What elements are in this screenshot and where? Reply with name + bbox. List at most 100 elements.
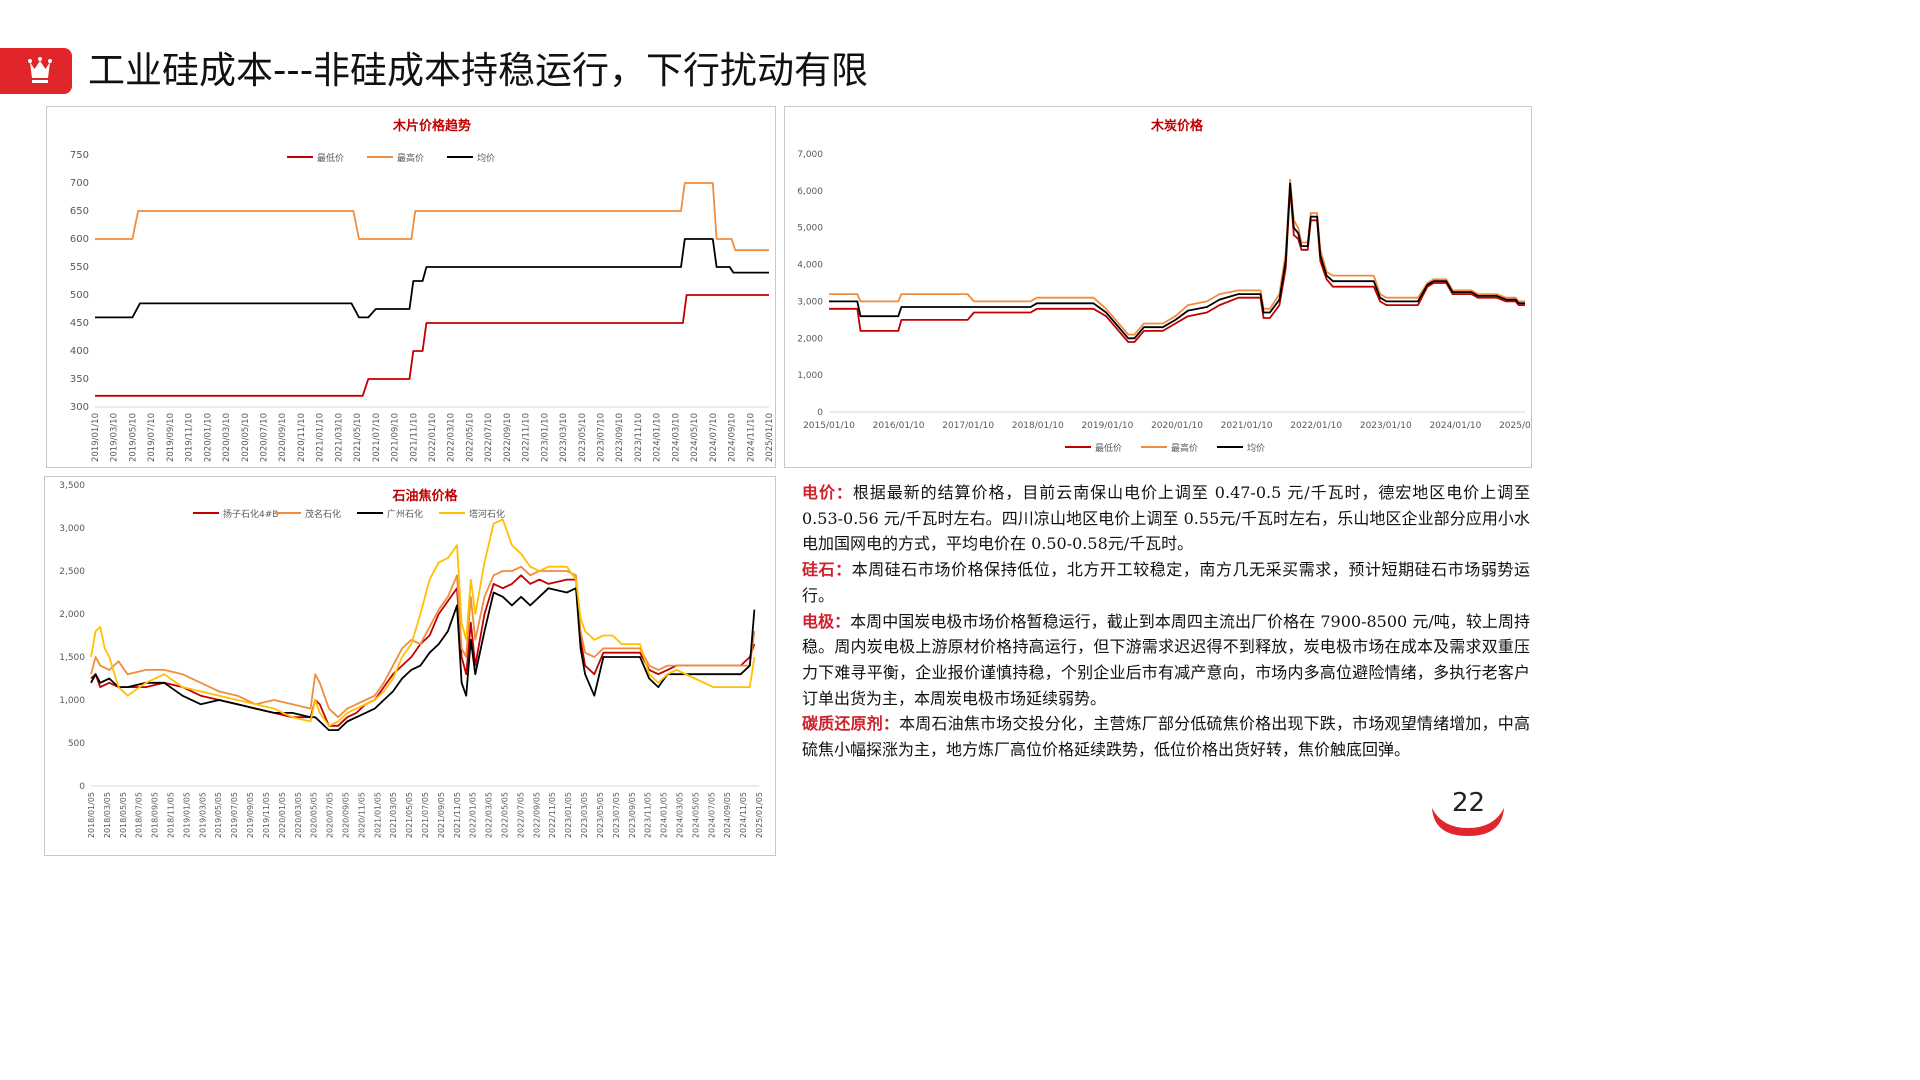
x-tick-label: 2018/07/05 [135,792,144,838]
body-electricity: 根据最新的结算价格，目前云南保山电价上调至 0.47-0.5 元/千瓦时，德宏地… [802,483,1530,554]
series-line [95,182,769,252]
y-tick-label: 600 [70,234,89,245]
x-tick-label: 2022/01/10 [428,413,438,462]
y-tick-label: 400 [70,346,89,357]
legend-label: 最高价 [1171,442,1198,454]
y-tick-label: 0 [79,782,85,792]
y-tick-label: 650 [70,206,89,217]
x-tick-label: 2021/11/10 [409,413,419,462]
x-tick-label: 2021/03/05 [389,792,398,838]
x-tick-label: 2022/11/05 [548,792,557,838]
chart-title: 木片价格趋势 [392,118,471,134]
y-tick-label: 0 [817,408,823,418]
legend-label: 扬子石化4#B [223,508,278,520]
x-tick-label: 2019/01/10 [91,413,101,462]
x-tick-label: 2022/01/10 [1290,421,1342,431]
x-tick-label: 2023/01/10 [1360,421,1412,431]
x-tick-label: 2019/03/10 [110,413,120,462]
series-line [90,587,756,732]
x-tick-label: 2019/11/10 [185,413,195,462]
x-tick-label: 2022/11/10 [522,413,532,462]
series-line [90,518,756,727]
x-tick-label: 2020/07/05 [326,792,335,838]
y-tick-label: 500 [68,739,85,749]
label-electricity: 电价： [802,483,853,502]
x-tick-label: 2015/01/10 [803,421,855,431]
header-badge [0,48,72,94]
x-tick-label: 2024/03/05 [675,792,684,838]
legend-label: 广州石化 [387,508,423,520]
x-tick-label: 2018/09/05 [151,792,160,838]
x-tick-label: 2016/01/10 [873,421,925,431]
y-tick-label: 7,000 [797,150,823,160]
y-tick-label: 450 [70,318,89,329]
y-tick-label: 1,500 [59,653,85,663]
x-tick-label: 2025/01/05 [755,792,764,838]
x-tick-label: 2024/05/10 [690,413,700,462]
y-tick-label: 500 [70,290,89,301]
x-tick-label: 2023/01/05 [564,792,573,838]
x-tick-label: 2023/09/10 [615,413,625,462]
woodchip-chart-panel: 木片价格趋势 300 350 400 450 500 550 600 650 700 750 2019… [46,106,776,468]
x-tick-label: 2023/03/05 [580,792,589,838]
x-tick-label: 2020/03/10 [222,413,232,462]
x-tick-label: 2018/01/10 [1012,421,1064,431]
x-tick-label: 2022/07/05 [516,792,525,838]
x-tick-label: 2025/01/10 [1499,421,1531,431]
x-tick-label: 2020/03/05 [294,792,303,838]
x-tick-label: 2024/03/10 [671,413,681,462]
x-tick-label: 2023/07/10 [597,413,607,462]
x-tick-label: 2019/05/05 [214,792,223,838]
x-tick-label: 2019/05/10 [128,413,138,462]
legend-label: 最低价 [317,152,344,164]
x-tick-label: 2023/01/10 [540,413,550,462]
x-tick-label: 2020/11/10 [297,413,307,462]
x-tick-label: 2025/01/10 [765,413,775,462]
series-line [829,186,1525,343]
y-tick-label: 4,000 [797,261,823,271]
paragraph-silica: 硅石：本周硅石市场价格保持低位，北方开工较稳定，南方几无采买需求，预计短期硅石市… [802,557,1530,608]
y-tick-label: 2,000 [797,334,823,344]
x-tick-label: 2023/05/10 [578,413,588,462]
x-tick-label: 2023/11/10 [634,413,644,462]
label-reductant: 碳质还原剂： [802,714,900,734]
y-tick-label: 1,000 [797,371,823,381]
x-tick-label: 2024/07/10 [709,413,719,462]
x-tick-label: 2023/05/05 [596,792,605,838]
x-tick-label: 2019/07/10 [147,413,157,462]
y-tick-label: 2,500 [59,567,85,577]
y-tick-label: 300 [70,402,89,413]
x-tick-label: 2024/11/10 [746,413,756,462]
x-tick-label: 2023/07/05 [612,792,621,838]
legend-label: 塔河石化 [469,508,505,520]
charcoal-price-chart: 木炭价格 0 1,000 2,000 3,000 4,000 5,000 6,000 7,000… [797,118,1531,454]
body-reductant: 本周石油焦市场交投分化，主营炼厂部分低硫焦价格出现下跌，市场观望情绪增加，中高硫… [802,714,1530,760]
x-tick-label: 2020/05/10 [241,413,251,462]
petcoke-price-chart: 石油焦价格 0 500 1,000 1,500 2,000 2,500 3,000 3,500 2… [59,481,764,838]
y-tick-label: 3,000 [59,524,85,534]
x-tick-label: 2021/05/05 [405,792,414,838]
x-tick-label: 2018/05/05 [119,792,128,838]
x-tick-label: 2021/09/10 [391,413,401,462]
x-tick-label: 2022/07/10 [484,413,494,462]
crown-icon [28,57,52,83]
x-tick-label: 2019/01/10 [1081,421,1133,431]
series-line [95,294,769,397]
x-tick-label: 2019/07/05 [230,792,239,838]
commentary-text: 电价：根据最新的结算价格，目前云南保山电价上调至 0.47-0.5 元/千瓦时，… [802,480,1530,763]
x-tick-label: 2019/01/05 [182,792,191,838]
legend-label: 最低价 [1095,442,1122,454]
y-tick-label: 1,000 [59,696,85,706]
x-tick-label: 2021/03/10 [334,413,344,462]
x-tick-label: 2024/01/05 [660,792,669,838]
x-tick-label: 2019/03/05 [198,792,207,838]
y-tick-label: 550 [70,262,89,273]
chart-title: 木炭价格 [1150,118,1204,134]
label-electrode: 电极： [802,611,851,631]
label-silica: 硅石： [802,560,852,580]
petcoke-chart-panel: 石油焦价格 0 500 1,000 1,500 2,000 2,500 3,000 3,500 2… [44,476,776,856]
x-tick-label: 2024/05/05 [691,792,700,838]
x-tick-label: 2021/07/05 [421,792,430,838]
x-tick-label: 2018/03/05 [103,792,112,838]
legend-label: 均价 [1247,442,1265,454]
